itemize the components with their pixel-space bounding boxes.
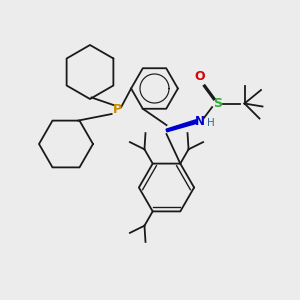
- Text: H: H: [207, 118, 214, 128]
- Text: N: N: [194, 115, 205, 128]
- Polygon shape: [166, 120, 197, 132]
- Text: S: S: [213, 97, 222, 110]
- Text: O: O: [195, 70, 206, 83]
- Text: P: P: [112, 103, 122, 116]
